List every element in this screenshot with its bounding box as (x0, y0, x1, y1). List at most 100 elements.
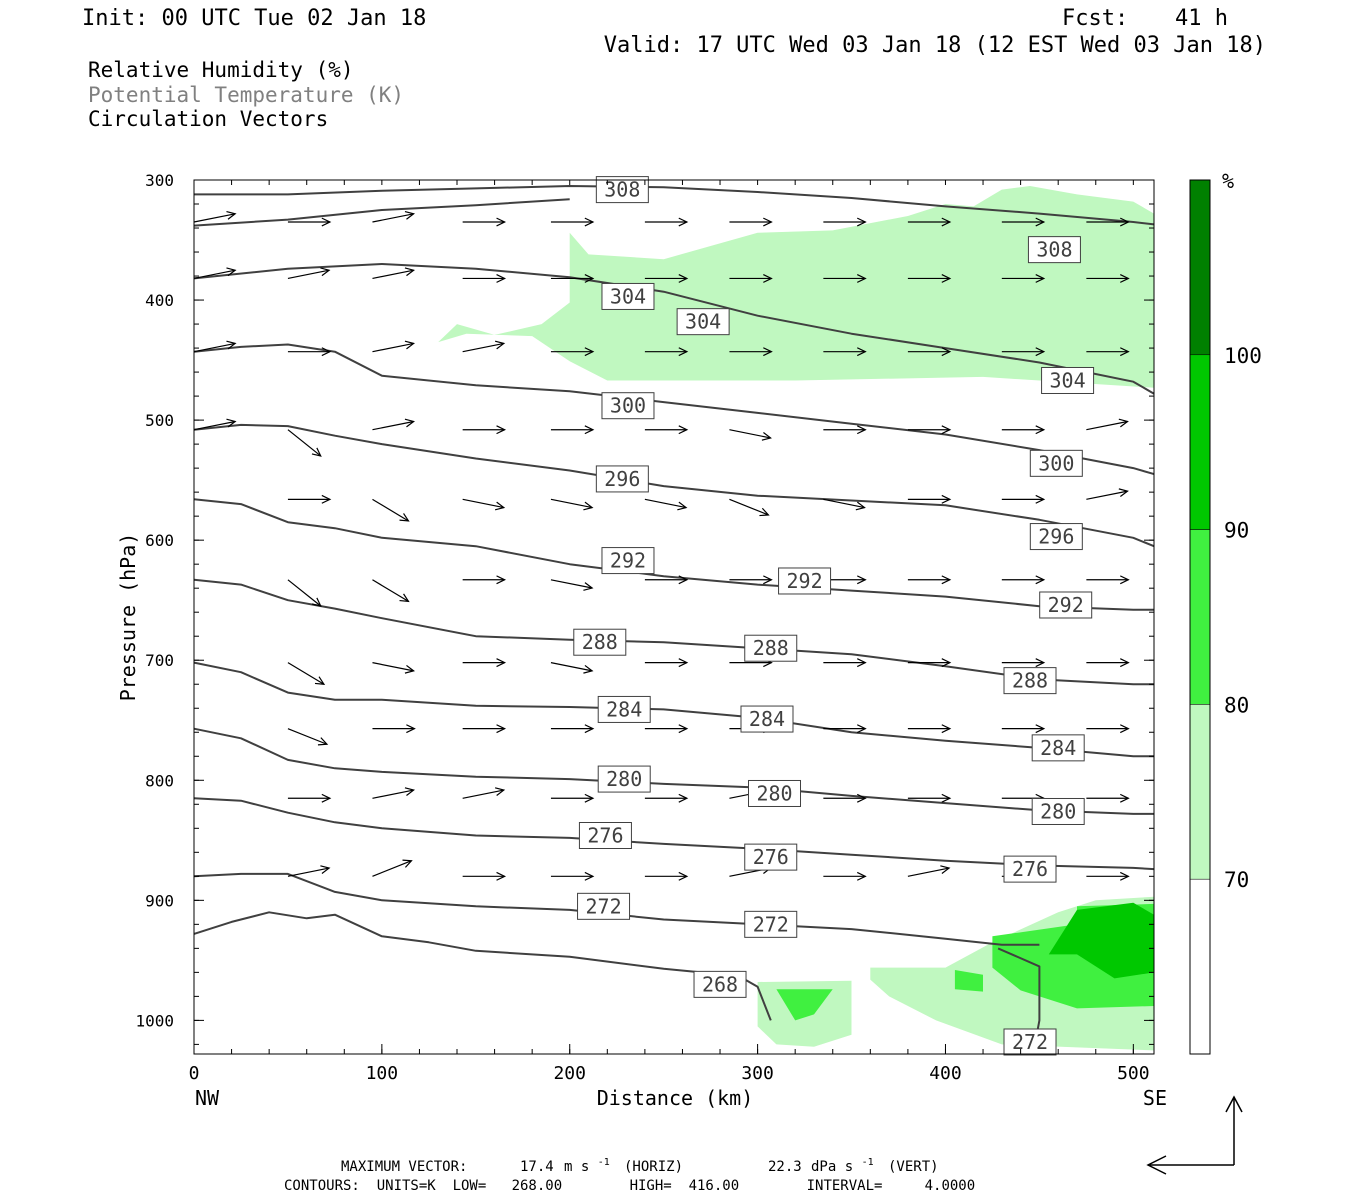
rh-region-70-80-0 (438, 186, 1154, 388)
y-tick-label: 900 (145, 891, 174, 910)
theta-label-288: 288 (744, 634, 798, 662)
vector-head (856, 425, 867, 435)
theta-label-text: 280 (606, 767, 642, 791)
reference-vector-horizontal-head (1146, 1155, 1167, 1175)
theta-label-box (1029, 449, 1083, 477)
theta-label-288: 288 (1003, 667, 1057, 695)
circulation-vector (644, 724, 689, 734)
circulation-vector (823, 217, 867, 227)
theta-label-box (748, 779, 802, 807)
vector-head (856, 273, 867, 283)
colorbar-bin-60 (1189, 878, 1211, 1055)
theta-label-280: 280 (1031, 797, 1085, 825)
y-tick-label: 1000 (135, 1011, 174, 1030)
theta-label-292: 292 (601, 547, 655, 575)
vector-head (399, 593, 410, 603)
vector-head (856, 217, 867, 227)
circulation-vector (287, 347, 332, 357)
theta-label-text: 292 (1048, 593, 1084, 617)
circulation-vector (372, 418, 416, 431)
circulation-vector (1086, 658, 1130, 668)
axes: 0 100 200 300 400 500 300 400 500 600 700 800 900 100… (135, 171, 1154, 1084)
circulation-vector (287, 728, 329, 746)
circulation-vector (907, 494, 952, 504)
circulation-vector (644, 498, 688, 511)
vector-head (496, 217, 507, 227)
vector-shaft (550, 662, 593, 672)
vector-head (1120, 347, 1130, 357)
theta-label-304: 304 (676, 308, 730, 336)
vector-head (940, 865, 951, 874)
vector-head (763, 217, 773, 227)
circulation-vector (193, 210, 237, 223)
vector-head (496, 658, 507, 668)
circulation-vector (644, 425, 689, 435)
circulation-vector (462, 498, 506, 511)
circulation-vector (823, 793, 867, 803)
theta-label-box (1039, 591, 1093, 619)
circulation-vector (1086, 347, 1130, 357)
theta-label-box (1031, 797, 1085, 825)
theta-label-text: 304 (685, 310, 721, 334)
vector-head (678, 871, 689, 881)
circulation-vector (1086, 793, 1130, 803)
theta-label-288: 288 (573, 628, 627, 656)
theta-label-text: 268 (702, 972, 738, 996)
circulation-vector (550, 273, 595, 283)
theta-label-text: 276 (587, 824, 623, 848)
vector-head (1118, 488, 1129, 498)
vector-head (941, 217, 952, 227)
max-vector-vert-exp: -1 (862, 1157, 874, 1168)
vector-head (856, 347, 867, 357)
theta-label-text: 284 (606, 697, 642, 721)
vector-head (226, 210, 237, 220)
vector-head (320, 865, 331, 874)
vector-head (311, 597, 322, 607)
theta-label-box (573, 628, 627, 656)
vector-head (402, 859, 413, 868)
circulation-vector (1086, 871, 1130, 881)
circulation-vector (1086, 273, 1130, 283)
theta-label-268: 268 (693, 970, 747, 998)
vector-head (404, 418, 416, 428)
theta-label-box (597, 695, 651, 723)
theta-label-text: 284 (1040, 736, 1076, 760)
circulation-vector (729, 347, 773, 357)
vector-head (226, 418, 237, 428)
vector-head (584, 347, 595, 357)
vector-shaft (193, 342, 236, 353)
circulation-vector (550, 498, 594, 511)
theta-contour-308-0 (194, 185, 1155, 226)
forecast-label: Fcst: (1062, 6, 1128, 31)
theta-label-300: 300 (1029, 449, 1083, 477)
vector-head (678, 658, 689, 668)
circulation-vector (550, 347, 595, 357)
theta-contour-304-2 (193, 263, 1155, 395)
colorbar-level-label: 70 (1224, 868, 1249, 892)
vector-head (1035, 425, 1046, 435)
vector-head (763, 347, 773, 357)
vector-head (314, 676, 326, 685)
vector-shaft (372, 860, 412, 877)
plot-frame (193, 179, 1155, 1055)
potential-temperature-labels: 308 308 304 304 304 300 300 296 296 292 292 292 288 2… (573, 176, 1095, 1056)
theta-label-308: 308 (1027, 236, 1081, 264)
circulation-vector (907, 575, 952, 585)
x-tick-label: 100 (366, 1063, 399, 1084)
vector-head (226, 340, 237, 350)
theta-label-272: 272 (1003, 1028, 1057, 1056)
theta-label-text: 272 (1012, 1030, 1048, 1054)
max-vector-vert-tag: (VERT) (888, 1159, 939, 1175)
theta-label-276: 276 (744, 843, 798, 871)
vector-shaft (372, 342, 414, 353)
vector-shaft (287, 269, 330, 280)
circulation-vector (907, 793, 952, 803)
circulation-vector (287, 494, 332, 504)
x-end-label-right: SE (1143, 1086, 1167, 1110)
colorbar-level-label: 80 (1224, 693, 1249, 717)
circulation-vector (1001, 217, 1046, 227)
vector-head (317, 737, 329, 746)
colorbar-bin-100 (1189, 179, 1211, 356)
theta-label-box (744, 910, 798, 938)
